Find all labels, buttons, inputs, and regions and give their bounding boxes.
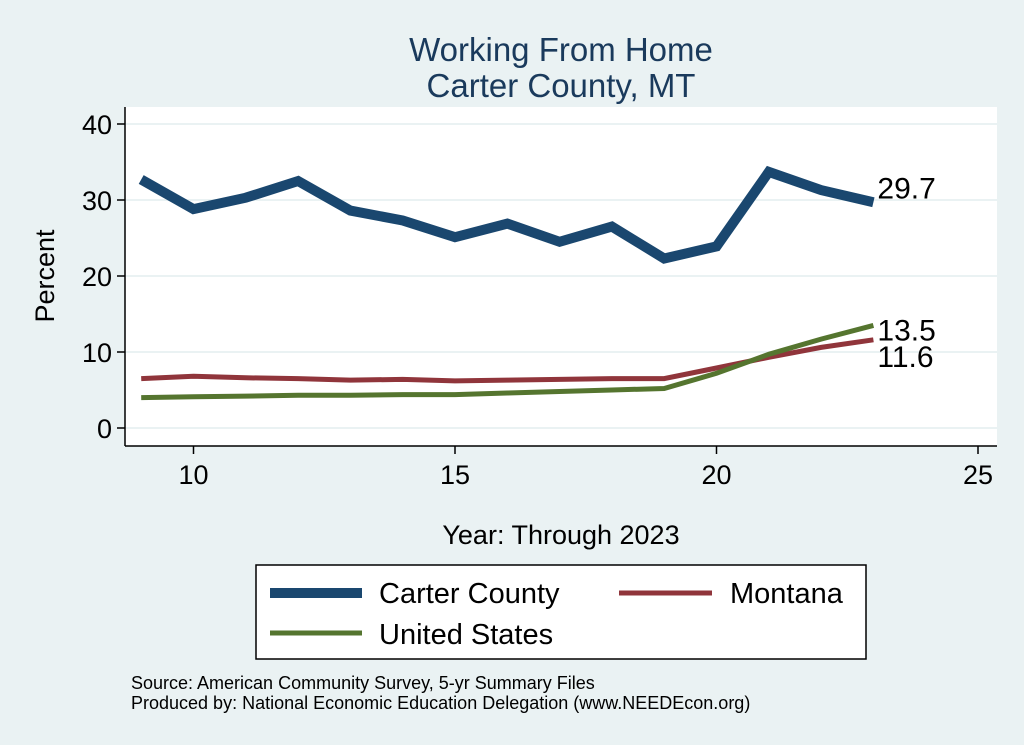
end-label-united-states: 13.5 — [877, 314, 935, 347]
grid — [125, 123, 997, 429]
chart-title: Working From Home — [409, 31, 713, 68]
axes: 0 10 20 30 40 10 15 20 25 — [82, 107, 997, 490]
x-tick-label: 15 — [440, 460, 470, 490]
series-line-united-states — [141, 322, 875, 401]
x-tick-label: 25 — [963, 460, 993, 490]
produced-by-note: Produced by: National Economic Education… — [131, 693, 751, 713]
chart-subtitle: Carter County, MT — [427, 67, 696, 104]
y-tick-label: 10 — [82, 338, 112, 368]
x-tick-label: 20 — [701, 460, 731, 490]
legend-label-carter-county: Carter County — [379, 578, 560, 610]
y-tick-label: 20 — [82, 262, 112, 292]
y-tick-label: 30 — [82, 186, 112, 216]
end-label-carter-county: 29.7 — [877, 172, 935, 205]
series-line-carter-county — [138, 165, 875, 264]
y-tick-label: 0 — [97, 414, 112, 444]
legend-label-united-states: United States — [379, 619, 553, 651]
x-tick-label: 10 — [178, 460, 208, 490]
end-label-montana: 11.6 — [877, 341, 933, 374]
legend: Carter County Montana United States — [255, 564, 867, 660]
y-tick-label: 40 — [82, 110, 112, 140]
legend-label-montana: Montana — [730, 578, 844, 610]
y-axis-title: Percent — [30, 229, 60, 323]
x-axis-title: Year: Through 2023 — [442, 520, 679, 550]
series-layer — [138, 165, 875, 401]
source-note: Source: American Community Survey, 5-yr … — [131, 673, 595, 693]
end-labels: 29.7 11.613.5 — [877, 172, 935, 374]
legend-box — [255, 564, 867, 660]
